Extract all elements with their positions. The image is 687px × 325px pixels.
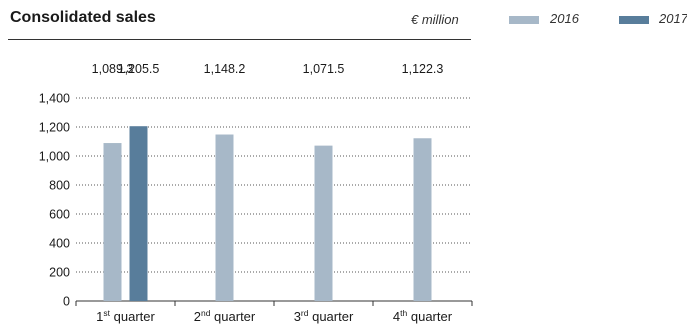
x-category-label: 4th quarter <box>393 308 453 324</box>
y-tick-label: 600 <box>49 208 70 222</box>
title-underline <box>8 39 471 40</box>
value-label: 1,071.5 <box>303 62 345 76</box>
y-tick-label: 400 <box>49 237 70 251</box>
legend-swatch-2016 <box>509 16 539 24</box>
y-tick-label: 1,000 <box>39 150 70 164</box>
value-label: 1,089.3 <box>92 62 134 76</box>
y-tick-label: 800 <box>49 179 70 193</box>
bar-2016-q2 <box>215 134 234 301</box>
y-tick-label: 0 <box>63 295 70 309</box>
y-tick-label: 1,400 <box>39 92 70 106</box>
legend-label-2016: 2016 <box>550 11 579 26</box>
unit-label: € million <box>411 12 459 27</box>
value-label: 1,205.5 <box>118 62 160 76</box>
chart-title: Consolidated sales <box>10 9 156 26</box>
bar-2016-q4 <box>413 138 432 301</box>
bar-2016-q3 <box>314 145 333 301</box>
x-category-label: 3rd quarter <box>294 308 354 324</box>
y-tick-label: 1,200 <box>39 121 70 135</box>
value-label: 1,122.3 <box>402 62 444 76</box>
x-category-label: 1st quarter <box>96 308 155 324</box>
bar-2017-q1 <box>129 126 148 301</box>
y-tick-label: 200 <box>49 266 70 280</box>
value-label: 1,148.2 <box>204 62 246 76</box>
legend-label-2017: 2017 <box>659 11 687 26</box>
legend-swatch-2017 <box>619 16 649 24</box>
x-category-label: 2nd quarter <box>194 308 256 324</box>
bar-2016-q1 <box>103 143 122 301</box>
